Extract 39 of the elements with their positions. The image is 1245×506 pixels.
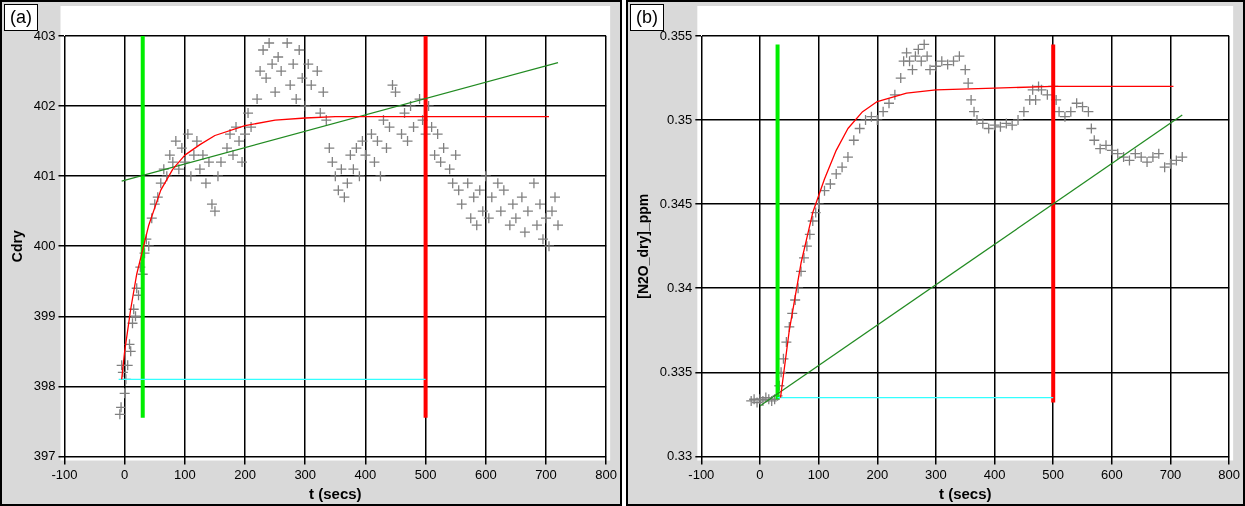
text: (b)	[636, 7, 658, 27]
y-tick-label: 0.34	[667, 279, 693, 295]
x-tick-label: 300	[294, 466, 317, 482]
x-tick-label: 700	[535, 466, 557, 482]
y-tick-label: 0.345	[659, 195, 693, 211]
x-axis-title: t (secs)	[938, 485, 992, 503]
x-tick-label: 500	[1042, 466, 1065, 482]
x-tick-label: 300	[925, 466, 947, 482]
x-tick-label: 200	[866, 466, 889, 482]
x-tick-label: 0	[756, 466, 764, 482]
y-tick-label: 0.355	[659, 27, 693, 43]
x-tick-label: 600	[1101, 466, 1123, 482]
y-tick-label: 400	[33, 237, 56, 253]
x-tick-label: 400	[983, 466, 1006, 482]
x-tick-label: 700	[1159, 466, 1182, 482]
y-tick-label: 402	[33, 97, 56, 113]
y-tick-label: 0.33	[667, 447, 693, 463]
x-axis-title: t (secs)	[309, 485, 362, 503]
y-tick-label: 0.35	[667, 111, 693, 127]
y-tick-label: 397	[33, 447, 56, 463]
x-tick-label: -100	[51, 466, 78, 482]
x-tick-label: -100	[688, 466, 715, 482]
x-tick-label: 500	[414, 466, 437, 482]
x-tick-label: 0	[121, 466, 129, 482]
y-tick-label: 0.335	[659, 363, 693, 379]
x-tick-label: 200	[234, 466, 256, 482]
y-tick-label: 399	[33, 307, 56, 323]
y-tick-label: 401	[33, 167, 56, 183]
y-tick-label: 398	[33, 377, 56, 393]
y-tick-label: 403	[33, 27, 56, 43]
x-tick-label: 100	[174, 466, 196, 482]
x-tick-label: 800	[1218, 466, 1241, 482]
x-tick-label: 400	[354, 466, 377, 482]
x-tick-label: 100	[807, 466, 830, 482]
y-axis-title: [N2O_dry]_ppm	[635, 193, 652, 299]
y-axis-title: Cdry	[9, 230, 26, 263]
x-tick-label: 800	[595, 466, 618, 482]
x-tick-label: 600	[474, 466, 497, 482]
text: (a)	[10, 7, 32, 27]
